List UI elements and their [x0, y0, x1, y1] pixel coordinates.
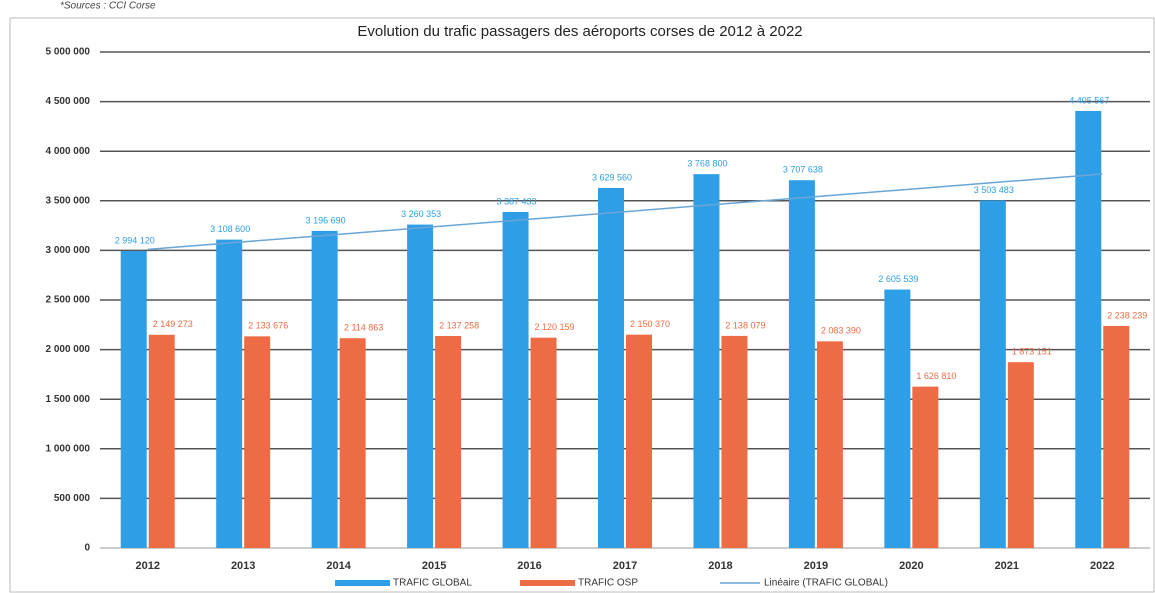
value-label: 2 114 863 — [344, 323, 383, 333]
y-tick-label: 3 500 000 — [46, 195, 91, 206]
legend-swatch — [520, 580, 575, 586]
x-tick-label: 2015 — [422, 560, 446, 572]
value-label: 3 707 638 — [783, 165, 823, 175]
value-label: 3 260 353 — [401, 209, 441, 219]
value-label: 2 138 079 — [725, 320, 765, 330]
value-label: 2 150 370 — [630, 319, 670, 329]
x-tick-label: 2012 — [135, 560, 159, 572]
bar — [120, 250, 147, 549]
y-tick-label: 1 000 000 — [46, 443, 91, 454]
value-label: 3 768 800 — [687, 159, 727, 169]
value-label: 2 133 676 — [248, 321, 288, 331]
value-label: 3 108 600 — [210, 224, 250, 234]
value-label: 3 503 483 — [974, 185, 1014, 195]
legend-label: Linéaire (TRAFIC GLOBAL) — [764, 578, 888, 589]
value-label: 2 238 239 — [1107, 310, 1147, 320]
bar — [216, 239, 243, 548]
y-tick-label: 1 500 000 — [46, 394, 91, 405]
value-label: 2 994 120 — [115, 235, 155, 245]
legend-swatch — [335, 580, 390, 586]
bar — [502, 211, 529, 548]
value-label: 4 405 567 — [1069, 95, 1109, 105]
bar — [435, 335, 462, 548]
bar — [1075, 110, 1102, 549]
y-tick-label: 3 000 000 — [46, 245, 91, 256]
y-tick-label: 500 000 — [54, 493, 91, 504]
bar — [407, 224, 434, 548]
bar — [1007, 362, 1034, 548]
x-tick-label: 2020 — [899, 560, 923, 572]
bar — [339, 338, 366, 548]
x-tick-label: 2014 — [326, 560, 351, 572]
value-label: 2 149 273 — [153, 319, 193, 329]
bar — [884, 289, 911, 548]
bar — [311, 230, 338, 548]
bar — [626, 334, 652, 548]
x-tick-label: 2013 — [231, 560, 255, 572]
value-label: 2 137 258 — [439, 320, 479, 330]
x-tick-label: 2017 — [613, 560, 637, 572]
legend-label: TRAFIC OSP — [578, 578, 638, 589]
chart-frame — [9, 17, 1155, 593]
bar — [598, 187, 624, 549]
source: *Sources : CCI Corse — [60, 1, 156, 12]
bar — [721, 335, 748, 548]
value-label: 3 196 690 — [306, 215, 346, 225]
legend-label: TRAFIC GLOBAL — [393, 578, 472, 589]
bar — [148, 334, 175, 548]
x-tick-label: 2022 — [1090, 560, 1114, 572]
y-tick-label: 2 500 000 — [46, 295, 91, 306]
x-tick-label: 2019 — [804, 560, 828, 572]
bar — [816, 341, 843, 548]
bar — [788, 180, 815, 548]
value-label: 3 629 560 — [592, 172, 632, 182]
bar — [244, 336, 271, 548]
y-tick-label: 4 500 000 — [46, 96, 91, 107]
value-label: 2 083 390 — [821, 326, 861, 336]
value-label: 3 387 433 — [497, 196, 537, 206]
bar — [979, 200, 1006, 549]
y-tick-label: 2 000 000 — [46, 344, 91, 355]
value-label: 1 626 810 — [916, 371, 956, 381]
value-label: 2 605 539 — [878, 274, 918, 284]
value-label: 2 120 159 — [535, 322, 575, 332]
x-tick-label: 2018 — [708, 560, 732, 572]
bar — [912, 386, 939, 548]
y-tick-label: 0 — [84, 543, 90, 554]
value-label: 1 873 151 — [1012, 347, 1052, 357]
chart-title: Evolution du trafic passagers des aéropo… — [357, 23, 802, 40]
y-tick-label: 4 000 000 — [46, 146, 91, 157]
y-tick-label: 5 000 000 — [46, 47, 91, 58]
bar — [530, 337, 557, 548]
bar — [693, 174, 720, 548]
trend-line — [147, 173, 1103, 251]
x-tick-label: 2016 — [517, 560, 541, 572]
x-tick-label: 2021 — [995, 560, 1019, 572]
bar — [1103, 325, 1130, 548]
